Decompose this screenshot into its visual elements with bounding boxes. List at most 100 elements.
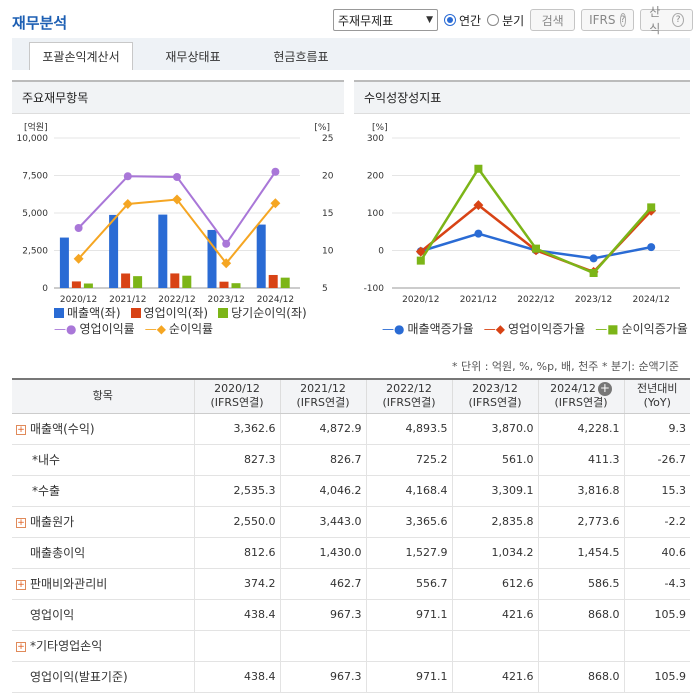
growth-chart: [%]300 200 100 0 -100 2020/12 2021/12 2022/12 20… <box>364 123 680 305</box>
table-row: *수출 2,535.3 4,046.2 4,168.4 3,309.1 3,816.8 15… <box>12 475 690 507</box>
toolbar: 주재무제표 ▼ 연간 분기 검색 IFRS ? 산식 ? <box>333 5 694 36</box>
op-growth-point <box>473 200 484 211</box>
chevron-down-icon: ▼ <box>426 15 433 25</box>
table-cell <box>365 630 452 662</box>
unit-note: * 단위 : 억원, %, %p, 배, 천주 <box>452 360 599 373</box>
table-cell: 438.4 <box>193 661 280 693</box>
statement-select[interactable]: 주재무제표 ▼ <box>333 9 438 31</box>
key-financials-chart: [억원] [%] 10,000 7,500 5,000 2,500 0 25 20 15 10 5 20… <box>17 121 334 305</box>
table-cell <box>537 630 624 662</box>
net-margin-point <box>221 258 232 269</box>
legend-net-margin: —◆ 순이익률 <box>144 321 214 337</box>
radio-quarter[interactable]: 분기 <box>487 12 524 29</box>
x-tick-label: 2021/12 <box>109 295 146 305</box>
net-growth-line <box>419 166 653 275</box>
bar-net-income <box>182 275 192 288</box>
bar-revenue <box>158 214 168 288</box>
yoy-cell: -4.3 <box>623 568 690 600</box>
table-cell: 556.7 <box>365 568 452 600</box>
x-tick-label: 2024/12 <box>257 295 294 305</box>
operating-margin-point <box>74 224 83 232</box>
expand-icon[interactable]: + <box>16 579 26 590</box>
page-title: 재무분석 <box>12 14 68 32</box>
operating-margin-point <box>173 173 181 181</box>
header-year: 2024/12 + (IFRS연결) <box>537 379 624 414</box>
row-label[interactable]: + 매출원가 <box>12 506 194 538</box>
table-cell: 812.6 <box>193 537 280 569</box>
op-growth-point <box>415 246 426 257</box>
y2-tick-label: 5 <box>322 284 328 294</box>
radio-unselected-icon <box>487 14 500 26</box>
radio-annual[interactable]: 연간 <box>444 12 481 29</box>
row-label[interactable]: + 판매비와관리비 <box>12 568 194 600</box>
growth-legend: —● 매출액증가율 —◆ 영업이익증가율 —■ 순이익증가율 <box>382 320 688 337</box>
expand-icon[interactable]: + <box>16 424 26 435</box>
table-cell: 1,430.0 <box>279 537 366 569</box>
y2-tick-label: 10 <box>322 247 334 257</box>
table-cell: 2,535.3 <box>193 475 280 507</box>
y-tick-label: 100 <box>367 209 384 219</box>
table-cell: 462.7 <box>279 568 366 600</box>
table-cell: 967.3 <box>279 599 366 631</box>
bar-revenue <box>207 229 217 288</box>
legend-net-income: 당기순이익(좌) <box>218 304 307 321</box>
y-tick-label: 300 <box>367 134 384 144</box>
table-cell: 3,816.8 <box>537 475 624 507</box>
bar-revenue <box>109 214 119 288</box>
ifrs-button[interactable]: IFRS ? <box>581 9 635 31</box>
statement-select-value: 주재무제표 <box>338 13 394 28</box>
yoy-cell: 105.9 <box>623 599 690 631</box>
y-tick-label: -100 <box>364 284 385 294</box>
quarter-note: * 분기: 순액기준 <box>602 360 679 373</box>
tab-income-statement[interactable]: 포괄손익계산서 <box>29 42 133 70</box>
net-growth-point <box>416 256 425 265</box>
table-cell: 411.3 <box>537 444 624 476</box>
expand-icon[interactable]: + <box>16 641 26 652</box>
table-cell <box>193 630 280 662</box>
table-cell: 868.0 <box>537 661 624 693</box>
tab-cash-flow[interactable]: 현금흐름표 <box>273 49 329 64</box>
growth-panel: 수익성장성지표 [%] 300 200 100 0 -100 2020/12 2021/12 2… <box>354 80 690 336</box>
row-label: 영업이익 <box>12 599 194 631</box>
y-tick-label: 0 <box>378 247 384 257</box>
table-cell: 438.4 <box>193 599 280 631</box>
y2-tick-label: 25 <box>322 134 333 144</box>
table-cell: 2,550.0 <box>193 506 280 538</box>
formula-button[interactable]: 산식 ? <box>640 5 694 36</box>
radio-annual-label: 연간 <box>459 13 482 28</box>
table-cell: 4,046.2 <box>279 475 366 507</box>
expand-icon[interactable]: + <box>16 517 26 528</box>
table-cell: 3,365.6 <box>365 506 452 538</box>
net-growth-point <box>474 164 483 173</box>
net-growth-point <box>589 269 598 277</box>
table-row: 영업이익 438.4 967.3 971.1 421.6 868.0 105.9 <box>12 599 690 631</box>
row-label[interactable]: + 매출액(수익) <box>12 413 194 445</box>
row-label[interactable]: + *기타영업손익 <box>12 630 194 662</box>
search-button[interactable]: 검색 <box>530 9 576 31</box>
tab-balance-sheet[interactable]: 재무상태표 <box>165 49 221 64</box>
revenue-growth-point <box>589 254 598 263</box>
add-column-icon[interactable]: + <box>597 381 612 397</box>
table-cell: 868.0 <box>537 599 624 631</box>
table-cell: 3,362.6 <box>193 413 280 445</box>
net-growth-point <box>532 244 540 253</box>
table-cell: 3,443.0 <box>279 506 366 538</box>
row-label: 매출총이익 <box>12 537 194 569</box>
search-button-label: 검색 <box>541 13 564 28</box>
yoy-cell: 15.3 <box>623 475 690 507</box>
revenue-growth-point <box>647 243 656 252</box>
legend-revenue: 매출액(좌) <box>54 304 121 321</box>
yoy-cell <box>623 630 690 662</box>
legend-net-growth: —■ 순이익증가율 <box>595 321 688 337</box>
table-cell: 971.1 <box>365 661 452 693</box>
x-tick-label: 2020/12 <box>402 295 439 305</box>
net-margin-point <box>172 194 182 205</box>
y-tick-label: 2,500 <box>22 247 48 257</box>
header-year: 2023/12 (IFRS연결) <box>451 379 538 414</box>
y-tick-label: 10,000 <box>17 134 49 144</box>
key-financials-legend-2: —● 영업이익률 —◆ 순이익률 <box>54 320 213 337</box>
table-cell: 374.2 <box>193 568 280 600</box>
yoy-cell: 40.6 <box>623 537 690 569</box>
x-tick-label: 2023/12 <box>208 295 245 305</box>
left-axis-unit: [억원] <box>24 121 48 133</box>
